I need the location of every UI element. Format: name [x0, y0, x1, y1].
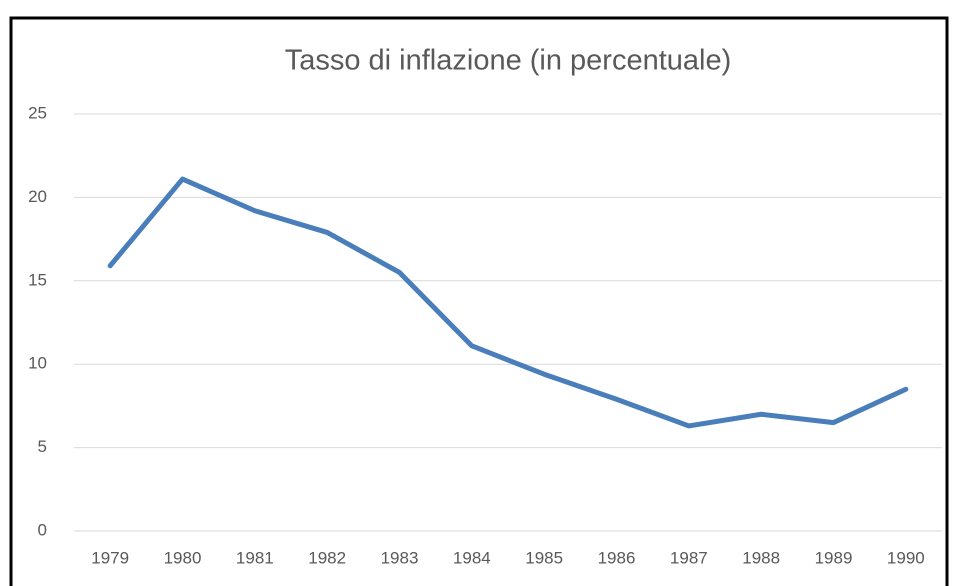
x-tick-label: 1990: [887, 548, 925, 567]
y-tick-label: 0: [38, 520, 47, 539]
y-tick-label: 5: [38, 437, 47, 456]
x-tick-label: 1982: [308, 548, 346, 567]
x-tick-label: 1979: [91, 548, 129, 567]
x-tick-label: 1987: [670, 548, 708, 567]
x-tick-label: 1980: [164, 548, 202, 567]
x-tick-label: 1983: [381, 548, 419, 567]
chart-title: Tasso di inflazione (in percentuale): [285, 45, 732, 77]
x-tick-label: 1984: [453, 548, 491, 567]
x-tick-label: 1988: [742, 548, 780, 567]
x-tick-label: 1986: [598, 548, 636, 567]
y-tick-label: 15: [28, 270, 47, 289]
x-tick-label: 1989: [815, 548, 853, 567]
data-line: [107, 176, 909, 429]
y-tick-label: 10: [28, 354, 47, 373]
y-tick-label: 25: [28, 103, 47, 122]
x-tick-label: 1985: [525, 548, 563, 567]
y-tick-label: 20: [28, 187, 47, 206]
x-tick-label: 1981: [236, 548, 274, 567]
chart-frame: [9, 16, 949, 586]
